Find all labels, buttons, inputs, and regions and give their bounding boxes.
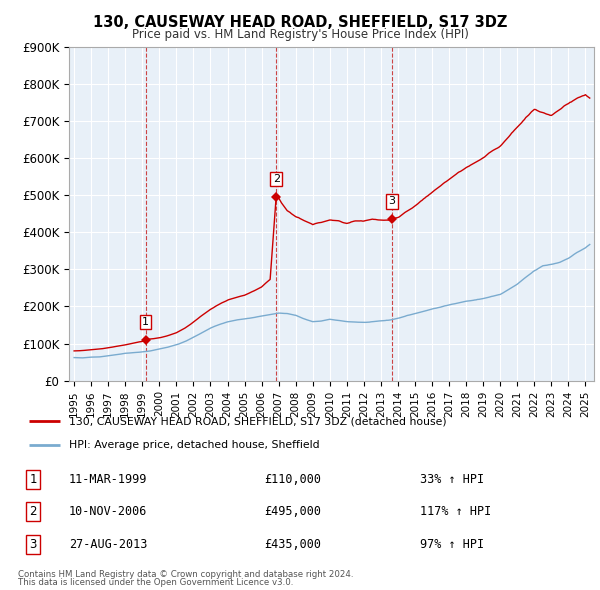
Text: £110,000: £110,000 <box>264 473 321 486</box>
Text: This data is licensed under the Open Government Licence v3.0.: This data is licensed under the Open Gov… <box>18 578 293 587</box>
Text: 2: 2 <box>273 174 280 184</box>
Text: 3: 3 <box>389 196 395 206</box>
Text: Contains HM Land Registry data © Crown copyright and database right 2024.: Contains HM Land Registry data © Crown c… <box>18 571 353 579</box>
Text: £495,000: £495,000 <box>264 505 321 519</box>
Text: 130, CAUSEWAY HEAD ROAD, SHEFFIELD, S17 3DZ (detached house): 130, CAUSEWAY HEAD ROAD, SHEFFIELD, S17 … <box>69 416 446 426</box>
Text: 130, CAUSEWAY HEAD ROAD, SHEFFIELD, S17 3DZ: 130, CAUSEWAY HEAD ROAD, SHEFFIELD, S17 … <box>93 15 507 30</box>
Text: 10-NOV-2006: 10-NOV-2006 <box>69 505 148 519</box>
Text: HPI: Average price, detached house, Sheffield: HPI: Average price, detached house, Shef… <box>69 440 319 450</box>
Text: 3: 3 <box>29 537 37 551</box>
Text: 1: 1 <box>142 317 149 327</box>
Text: 117% ↑ HPI: 117% ↑ HPI <box>420 505 491 519</box>
Text: 2: 2 <box>29 505 37 519</box>
Text: 1: 1 <box>29 473 37 486</box>
Text: £435,000: £435,000 <box>264 537 321 551</box>
Text: 11-MAR-1999: 11-MAR-1999 <box>69 473 148 486</box>
Text: Price paid vs. HM Land Registry's House Price Index (HPI): Price paid vs. HM Land Registry's House … <box>131 28 469 41</box>
Text: 97% ↑ HPI: 97% ↑ HPI <box>420 537 484 551</box>
Text: 33% ↑ HPI: 33% ↑ HPI <box>420 473 484 486</box>
Text: 27-AUG-2013: 27-AUG-2013 <box>69 537 148 551</box>
